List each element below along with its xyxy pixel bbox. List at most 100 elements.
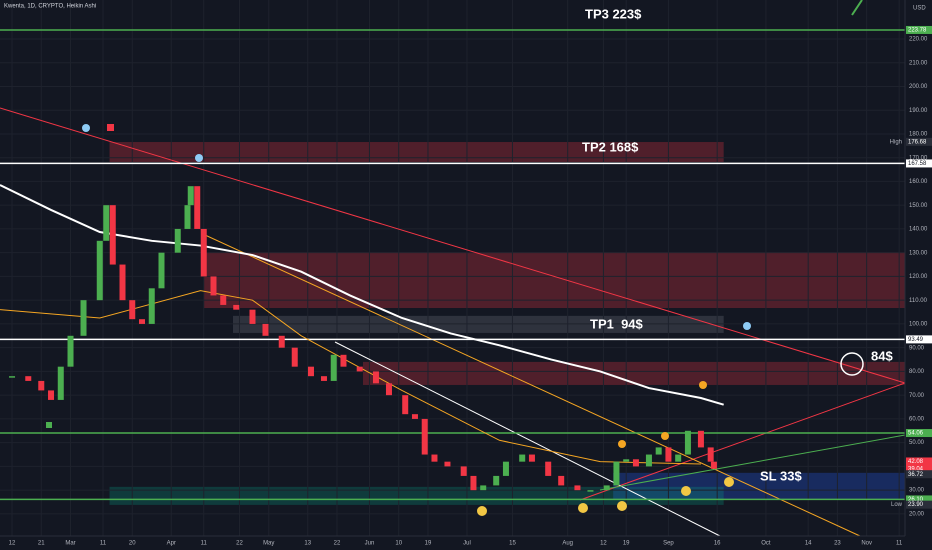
price-badge-label: 36.72 [908,472,924,478]
candle [603,485,610,491]
y-tick-label: 60.00 [909,416,925,422]
candle [444,461,451,467]
price-badge-label: 42.08 [908,459,924,465]
annotation: SL 33$ [760,468,802,483]
trendline [204,234,861,537]
price-badge-label: 54.06 [908,431,924,437]
candle [67,335,74,367]
price-badge [906,25,932,34]
x-tick-label: 10 [395,541,402,547]
zone [109,486,724,505]
price-badge-label: 23.90 [908,502,924,508]
candle [528,454,535,462]
candle [623,459,630,462]
x-tick-label: 11 [100,541,107,547]
price-badge-tag: Low [891,502,903,508]
price-badge-label: 93.49 [908,337,924,343]
price-badge [906,495,932,504]
candle [57,366,64,400]
annotation: TP1 94$ [590,316,644,331]
candle [632,459,639,467]
trendline [0,107,906,384]
y-tick-label: 120.00 [909,274,928,280]
y-tick-label: 100.00 [909,322,928,328]
candle [558,475,565,486]
price-badge-tag: High [890,139,902,145]
candle [613,461,620,486]
candle [460,466,467,476]
candle [184,205,191,229]
x-tick-label: 12 [600,541,607,547]
candle [502,461,509,476]
zone [109,142,724,162]
smiley-icon [578,503,588,513]
price-badge [906,159,932,168]
currency-label: USD [913,6,926,12]
candle [330,354,337,381]
y-tick-label: 90.00 [909,345,925,351]
trendline [599,434,906,491]
snowflake-icon [82,124,90,132]
annotation: 84$ [871,348,893,363]
candle [421,418,428,455]
smiley-icon [477,506,487,516]
candle [139,319,146,324]
x-tick-label: 19 [623,541,630,547]
x-tick-label: Jul [463,541,471,547]
candle [707,447,714,462]
x-tick-label: 13 [304,541,311,547]
candle [25,376,32,381]
candle [493,475,500,486]
candle [655,447,662,455]
candle [103,205,110,241]
price-badge [906,464,932,473]
candle [48,390,55,400]
snowflake-icon [195,154,203,162]
x-tick-label: 22 [334,541,341,547]
candle [96,240,103,301]
candle [710,461,717,469]
candle [200,228,207,277]
y-tick-label: 110.00 [909,298,928,304]
x-tick-label: Apr [167,541,176,547]
candle [519,454,526,462]
price-badge-label: 223.78 [908,28,927,34]
candle [385,383,392,396]
zone [203,251,906,309]
zone [362,361,905,385]
candle [340,354,347,367]
candle [129,300,136,320]
candle [402,395,409,415]
price-badge [906,137,932,146]
price-badge [906,429,932,438]
x-tick-label: Jun [365,541,375,547]
annotation: TP2 168$ [582,139,639,154]
candle [109,205,116,265]
candle [470,475,477,491]
x-tick-label: May [263,541,274,547]
candle [9,376,16,378]
trendline [851,0,863,16]
x-tick-label: 19 [425,541,432,547]
candle [249,309,256,324]
x-tick-label: Oct [761,541,771,547]
y-tick-label: 150.00 [909,203,928,209]
x-tick-label: Aug [562,541,573,547]
x-tick-label: 16 [714,541,721,547]
price-badge [906,470,932,479]
y-tick-label: 140.00 [909,227,928,233]
time-axis [0,536,905,550]
y-tick-label: 50.00 [909,440,925,446]
x-tick-label: 23 [834,541,841,547]
smiley-icon [724,477,734,487]
moving-average [0,184,724,406]
x-tick-label: 15 [509,541,516,547]
candle [697,430,704,448]
signal-marker [46,422,52,428]
price-badge [906,500,932,509]
candle [148,288,155,324]
candle [411,414,418,419]
candle [233,304,240,310]
trendline [334,341,721,537]
chart-title: Kwenta, 1D, CRYPTO, Heikin Ashi [4,4,96,10]
